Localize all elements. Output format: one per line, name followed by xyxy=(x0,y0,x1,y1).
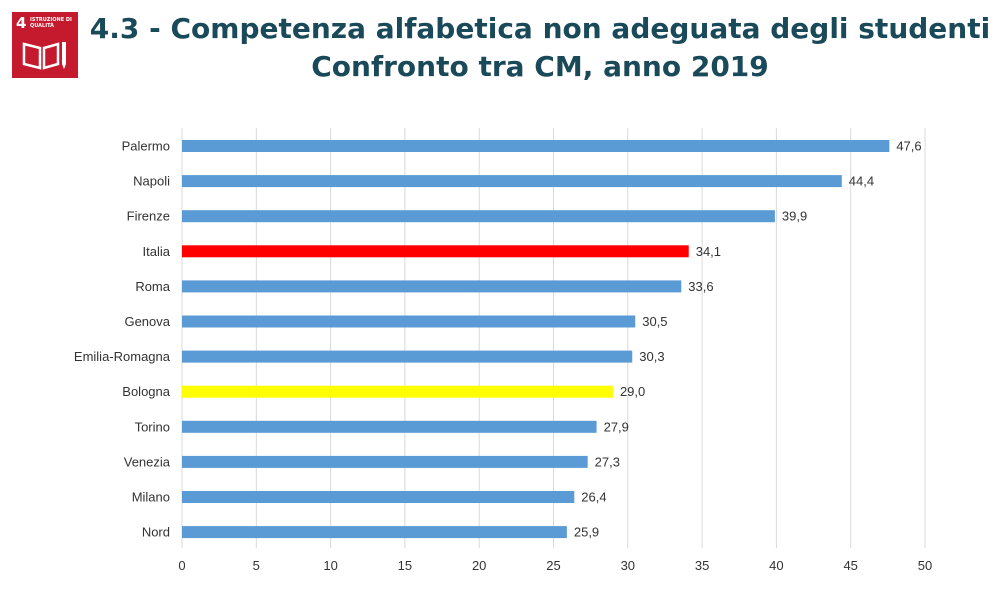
value-label: 39,9 xyxy=(782,209,807,224)
category-label: Torino xyxy=(135,419,170,434)
x-tick-label: 5 xyxy=(253,558,260,573)
value-label: 44,4 xyxy=(849,174,874,189)
bar-bologna xyxy=(182,385,613,398)
value-label: 25,9 xyxy=(574,525,599,540)
x-tick-label: 35 xyxy=(695,558,709,573)
value-label: 27,9 xyxy=(604,419,629,434)
x-tick-label: 25 xyxy=(546,558,560,573)
value-label: 29,0 xyxy=(620,384,645,399)
value-label: 30,5 xyxy=(642,314,667,329)
x-tick-label: 30 xyxy=(621,558,635,573)
title-line-1: 4.3 - Competenza alfabetica non adeguata… xyxy=(89,12,991,45)
bar-firenze xyxy=(182,210,775,223)
bar-genova xyxy=(182,315,636,328)
category-label: Venezia xyxy=(124,454,171,469)
chart-title: 4.3 - Competenza alfabetica non adeguata… xyxy=(80,10,1000,86)
bar-torino xyxy=(182,420,597,433)
x-tick-label: 10 xyxy=(323,558,337,573)
grid-lines xyxy=(181,128,926,548)
labels: 0 5 10 15 20 25 30 35 40 45 50 Palermo 47,6 Napoli 44,… xyxy=(74,139,932,574)
x-tick-label: 15 xyxy=(398,558,412,573)
category-label: Emilia-Romagna xyxy=(74,349,171,364)
sdg-4-logo: 4 ISTRUZIONE DI QUALITÀ xyxy=(12,12,78,78)
value-label: 34,1 xyxy=(696,244,721,259)
value-label: 30,3 xyxy=(639,349,664,364)
x-tick-label: 20 xyxy=(472,558,486,573)
category-label: Firenze xyxy=(127,209,170,224)
category-label: Genova xyxy=(124,314,170,329)
bar-palermo xyxy=(182,140,890,152)
x-tick-label: 45 xyxy=(843,558,857,573)
x-tick-label: 50 xyxy=(918,558,932,573)
bar-emilia-romagna xyxy=(182,350,633,363)
category-label: Italia xyxy=(143,244,171,259)
bar-italia xyxy=(182,245,689,258)
bars xyxy=(182,140,890,539)
category-label: Roma xyxy=(135,279,170,294)
logo-text: ISTRUZIONE DI QUALITÀ xyxy=(30,17,72,29)
bar-napoli xyxy=(182,175,842,188)
value-label: 26,4 xyxy=(581,490,606,505)
value-label: 33,6 xyxy=(688,279,713,294)
bar-venezia xyxy=(182,455,588,468)
x-tick-label: 40 xyxy=(769,558,783,573)
x-tick-label: 0 xyxy=(178,558,185,573)
bar-roma xyxy=(182,280,682,293)
category-label: Nord xyxy=(142,525,170,540)
category-label: Napoli xyxy=(133,174,170,189)
category-label: Palermo xyxy=(122,139,170,154)
category-label: Milano xyxy=(132,490,170,505)
logo-number: 4 xyxy=(16,14,27,32)
value-label: 47,6 xyxy=(896,139,921,154)
book-pencil-icon xyxy=(22,42,66,70)
title-line-2: Confronto tra CM, anno 2019 xyxy=(311,50,769,83)
category-label: Bologna xyxy=(122,384,170,399)
bar-nord xyxy=(182,526,567,539)
value-label: 27,3 xyxy=(595,454,620,469)
bar-milano xyxy=(182,491,575,503)
